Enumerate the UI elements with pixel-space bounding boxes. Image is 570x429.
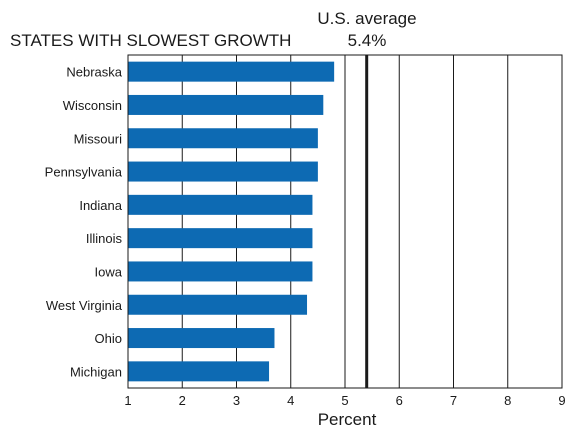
category-labels: Nebraska Wisconsin Missouri Pennsylvania Ind… xyxy=(45,65,123,380)
us-average-value: 5.4% xyxy=(348,31,387,50)
x-tick-label: 9 xyxy=(558,393,565,408)
bars xyxy=(128,61,335,382)
bar xyxy=(128,194,313,215)
category-label: Pennsylvania xyxy=(45,165,123,180)
bar xyxy=(128,261,313,282)
x-tick-label: 2 xyxy=(179,393,186,408)
x-tick-labels: 1 2 3 4 5 6 7 8 9 xyxy=(124,393,565,408)
category-label: West Virginia xyxy=(46,298,123,313)
category-label: Michigan xyxy=(70,364,122,379)
x-tick-label: 6 xyxy=(396,393,403,408)
x-tick-label: 3 xyxy=(233,393,240,408)
category-label: Indiana xyxy=(79,198,122,213)
bar xyxy=(128,361,270,382)
x-tick-label: 4 xyxy=(287,393,294,408)
category-label: Missouri xyxy=(74,131,123,146)
category-label: Nebraska xyxy=(66,65,122,80)
x-tick-label: 7 xyxy=(450,393,457,408)
category-label: Ohio xyxy=(95,331,122,346)
x-axis-label: Percent xyxy=(318,410,377,429)
bar xyxy=(128,294,308,315)
bar xyxy=(128,328,275,349)
category-label: Illinois xyxy=(86,231,123,246)
bar xyxy=(128,161,318,182)
bar xyxy=(128,61,335,82)
bar xyxy=(128,94,324,115)
x-tick-label: 8 xyxy=(504,393,511,408)
plot-frame xyxy=(127,54,563,389)
category-label: Iowa xyxy=(95,264,123,279)
bar xyxy=(128,228,313,249)
x-tick-label: 1 xyxy=(124,393,131,408)
us-average-label: U.S. average xyxy=(317,9,416,28)
category-label: Wisconsin xyxy=(63,98,122,113)
bar xyxy=(128,128,318,149)
chart-title: STATES WITH SLOWEST GROWTH xyxy=(10,31,291,50)
x-tick-label: 5 xyxy=(341,393,348,408)
